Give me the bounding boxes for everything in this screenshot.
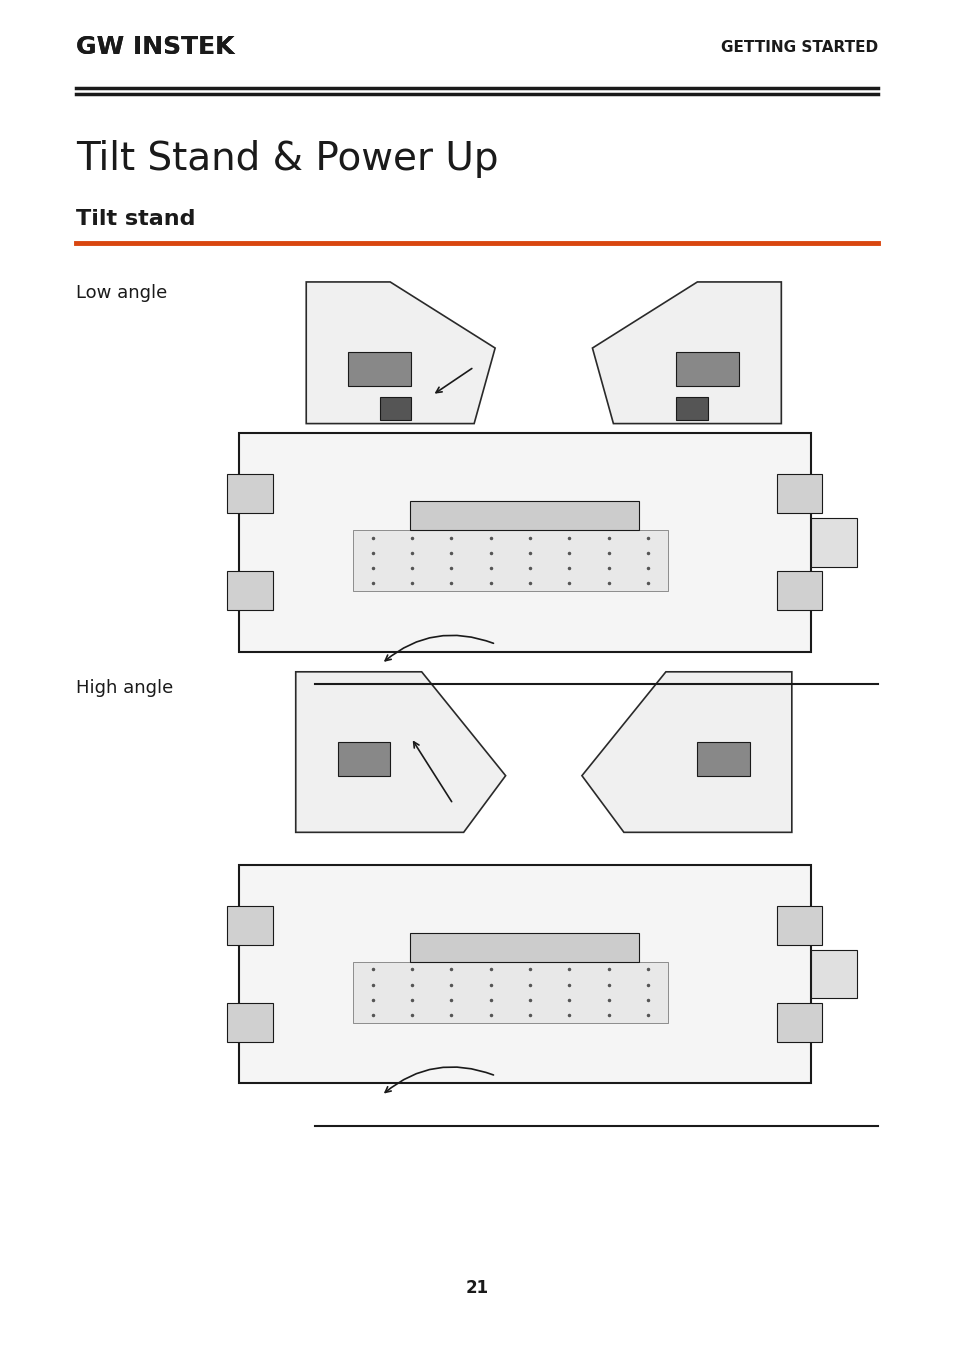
Polygon shape [306, 282, 495, 424]
Bar [353, 530, 667, 591]
Bar [238, 865, 810, 1083]
Polygon shape [592, 282, 781, 424]
Text: GETTING STARTED: GETTING STARTED [720, 39, 877, 55]
Bar [676, 352, 739, 386]
Bar [227, 907, 273, 944]
Bar [776, 907, 821, 944]
Polygon shape [295, 672, 505, 832]
Text: GW INSTEK: GW INSTEK [76, 35, 234, 59]
Bar [379, 397, 411, 420]
Bar [238, 433, 810, 652]
Text: GW INSTEK: GW INSTEK [76, 35, 234, 59]
Text: High angle: High angle [76, 679, 173, 697]
Bar [697, 742, 749, 776]
Bar [810, 950, 856, 998]
Text: Low angle: Low angle [76, 283, 168, 302]
Bar [227, 475, 273, 513]
Bar [353, 962, 667, 1023]
Bar [776, 475, 821, 513]
Bar [676, 397, 707, 420]
Text: Tilt stand: Tilt stand [76, 209, 195, 228]
Bar [410, 500, 639, 530]
Polygon shape [581, 672, 791, 832]
Bar [227, 1004, 273, 1041]
Text: Tilt Stand & Power Up: Tilt Stand & Power Up [76, 140, 498, 178]
Bar [776, 572, 821, 610]
Bar [810, 518, 856, 567]
Bar [337, 742, 390, 776]
Bar [227, 572, 273, 610]
Text: 21: 21 [465, 1279, 488, 1298]
Bar [348, 352, 411, 386]
Bar [776, 1004, 821, 1041]
Bar [410, 932, 639, 962]
